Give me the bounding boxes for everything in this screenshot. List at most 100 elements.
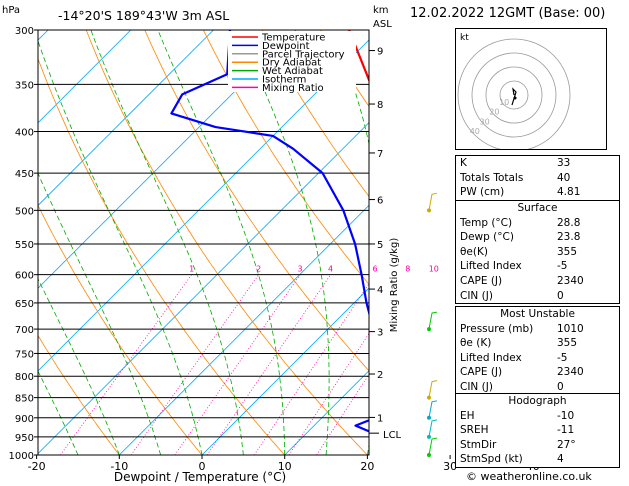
index-label: Totals Totals: [460, 171, 524, 184]
surface-label: θe(K): [460, 245, 488, 258]
most-unstable-label: CIN (J): [460, 380, 493, 393]
isotherm-line: [201, 287, 369, 455]
isotherm-line: [38, 30, 297, 289]
wind-barb: [428, 437, 438, 456]
location-title: -14°20'S 189°43'W 3m ASL: [58, 8, 229, 23]
dry-adiabat-line: [85, 30, 368, 455]
storm-motion-marker: [513, 96, 517, 100]
mixing-ratio-line: [206, 274, 331, 455]
km-tick-label: 9: [377, 47, 383, 58]
x-axis-label: Dewpoint / Temperature (°C): [114, 470, 286, 484]
index-value: 33: [557, 157, 571, 169]
index-row: K 33: [456, 156, 619, 171]
km-tick-label: 4: [377, 285, 383, 296]
mixing-ratio-line: [253, 282, 369, 455]
most-unstable-row: CAPE (J) 2340: [456, 365, 619, 380]
temp-tick-label: -20: [28, 460, 46, 473]
legend-label: Isotherm: [262, 75, 306, 86]
wind-barb: [428, 192, 438, 211]
wet-adiabat-line: [333, 30, 369, 455]
hodograph-row: EH -10: [456, 409, 619, 424]
legend-label: Temperature: [261, 33, 325, 44]
index-label: PW (cm): [460, 186, 505, 199]
date-label: 12.02.2022 12GMT (Base: 00): [410, 6, 606, 21]
surface-label: CIN (J): [460, 289, 493, 302]
isotherm-line: [38, 30, 214, 207]
hodograph-ring-label: 10: [499, 98, 509, 107]
hodograph-value: -11: [557, 424, 575, 437]
dry-adiabat-line: [203, 30, 369, 285]
hodograph-row: StmSpd (kt) 4: [456, 452, 619, 467]
hpa-label: hPa: [2, 5, 20, 16]
dry-adiabat-line: [38, 57, 285, 455]
temp-tick-label: 10: [278, 460, 292, 473]
km-tick-label: 8: [377, 100, 383, 111]
most-unstable-row: θe (K) 355: [456, 336, 619, 351]
surface-label: Dewp (°C): [460, 231, 514, 244]
surface-value: 23.8: [557, 231, 581, 244]
dewpoint-line: [170, 30, 369, 433]
wind-barbs: [427, 192, 438, 457]
most-unstable-value: 2340: [557, 366, 584, 379]
surface-value: 355: [557, 245, 578, 258]
asl-label: ASL: [373, 19, 392, 30]
hodograph-ring: [471, 52, 557, 138]
pressure-tick-label: 650: [15, 299, 34, 310]
legend-label: Dewpoint: [262, 41, 310, 52]
most-unstable-panel: Most Unstable Pressure (mb) 1010 θe (K) 355…: [455, 306, 620, 396]
pressure-tick-label: 300: [15, 26, 34, 37]
hodograph-kt-label: kt: [460, 33, 469, 43]
legend-label: Dry Adiabat: [262, 58, 321, 69]
pressure-tick-label: 1000: [9, 451, 34, 462]
hodograph-ring-label: 40: [470, 127, 480, 136]
temp-tick-label: -10: [110, 460, 128, 473]
most-unstable-value: 0: [557, 380, 564, 393]
wind-barb: [428, 311, 438, 330]
pressure-tick-label: 600: [15, 271, 34, 282]
surface-value: -5: [557, 260, 568, 273]
hodograph-label: SREH: [460, 424, 489, 437]
surface-row: Temp (°C) 28.8: [456, 216, 619, 231]
mixing-ratio-axis-label: Mixing Ratio (g/kg): [389, 238, 400, 333]
isotherm-line: [38, 39, 369, 372]
pressure-tick-label: 700: [15, 325, 34, 336]
mixing-ratio-label: 4: [328, 265, 333, 274]
pressure-tick-label: 550: [15, 240, 34, 251]
surface-row: Lifted Index -5: [456, 259, 619, 274]
index-row: Totals Totals 40: [456, 171, 619, 186]
indices-rows: K 33 Totals Totals 40 PW (cm) 4.81: [456, 156, 619, 200]
hodograph-ring-label: 30: [480, 117, 490, 126]
hodograph-value: -10: [557, 409, 575, 422]
wind-barb: [428, 419, 438, 437]
mixing-ratio-line: [174, 274, 301, 455]
hodograph-value: 27°: [557, 438, 576, 451]
mixing-ratio-line: [130, 274, 259, 455]
surface-row: θe(K) 355: [456, 245, 619, 260]
hodograph-ring: [499, 80, 529, 110]
surface-row: Dewp (°C) 23.8: [456, 230, 619, 245]
most-unstable-label: θe (K): [460, 337, 492, 350]
isotherm-line: [284, 370, 369, 455]
most-unstable-value: 355: [557, 337, 578, 350]
most-unstable-value: -5: [557, 351, 568, 364]
wet-adiabat-line: [38, 39, 203, 455]
hodograph-ring: [485, 66, 543, 124]
mixing-ratio-line: [60, 274, 192, 455]
hodograph-box: kt 10 20 30 40: [455, 28, 607, 152]
hodograph-label: EH: [460, 409, 475, 422]
surface-rows: Temp (°C) 28.8 Dewp (°C) 23.8 θe(K) 355 Lifted…: [456, 216, 619, 304]
most-unstable-label: CAPE (J): [460, 366, 503, 379]
surface-title: Surface: [456, 200, 619, 216]
index-row: PW (cm) 4.81: [456, 185, 619, 200]
mixing-ratio-label: 10: [429, 265, 439, 274]
index-label: K: [460, 157, 467, 169]
mixing-ratio-line: [316, 373, 369, 455]
mixing-ratio-label: 1: [189, 265, 194, 274]
temp-tick-label: 30: [443, 460, 457, 473]
km-tick-label: 2: [377, 370, 383, 381]
indices-panel: K 33 Totals Totals 40 PW (cm) 4.81: [455, 155, 620, 201]
plot-frame: [37, 29, 370, 456]
